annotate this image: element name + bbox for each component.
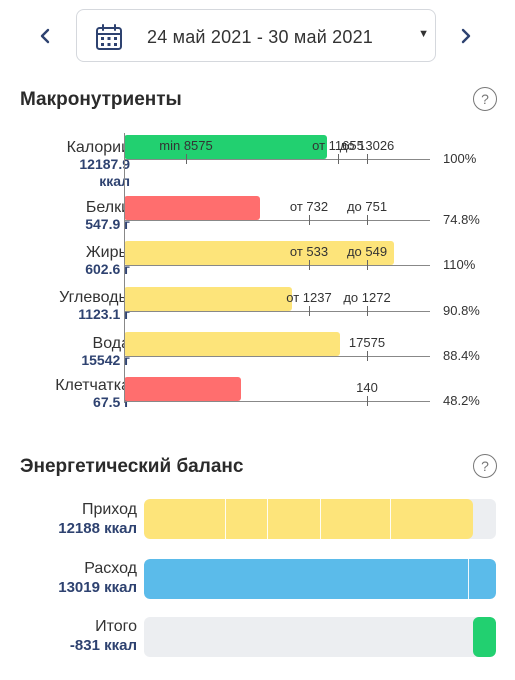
- macro-percent: 74.8%: [443, 212, 480, 227]
- energy-value: -831 ккал: [69, 637, 137, 654]
- macro-value: 547.9 г: [85, 216, 130, 232]
- macro-label: Углеводы 1123.1 г: [59, 289, 130, 323]
- macro-bar: [124, 377, 241, 401]
- energy-bar-segment: [390, 499, 391, 539]
- next-week-button[interactable]: [449, 19, 483, 53]
- macro-target-tick: [367, 215, 368, 225]
- macro-percent: 100%: [443, 151, 477, 166]
- macro-value: 1123.1 г: [78, 306, 130, 322]
- date-range-text: 24 май 2021 - 30 май 2021: [147, 27, 374, 47]
- macro-target-tick: [338, 154, 339, 164]
- energy-value: 12188 ккал: [58, 520, 137, 537]
- macro-axis-line: [124, 133, 125, 403]
- energy-label: Приход 12188 ккал: [58, 500, 137, 538]
- prev-week-button[interactable]: [28, 19, 62, 53]
- macro-value: 67.5 г: [93, 394, 130, 410]
- macro-target-label: от 1237: [286, 290, 332, 305]
- macro-target-tick: [186, 154, 187, 164]
- macro-name: Углеводы: [59, 289, 130, 306]
- macro-percent: 110%: [443, 257, 476, 272]
- macro-target-tick: [309, 306, 310, 316]
- macro-bar: [124, 135, 327, 159]
- macro-baseline: [124, 356, 430, 357]
- energy-help-icon[interactable]: ?: [473, 454, 497, 478]
- macro-target-label: до 751: [346, 199, 388, 214]
- macro-unit: ккал: [99, 173, 130, 189]
- macro-bar: [124, 287, 292, 311]
- macros-help-icon[interactable]: ?: [473, 87, 497, 111]
- energy-bar-fill: [144, 499, 473, 539]
- macro-value: 12187.9: [79, 156, 130, 172]
- energy-label: Итого -831 ккал: [70, 617, 137, 655]
- macro-label: Вода 15542 г: [81, 335, 130, 369]
- macro-value: 15542 г: [81, 352, 130, 368]
- macro-target-tick: [309, 215, 310, 225]
- macro-label: Белки 547.9 г: [85, 199, 130, 233]
- macro-label: Клетчатка 67.5 г: [55, 377, 130, 411]
- macro-target-label: до 1272: [343, 290, 391, 305]
- macro-name: Клетчатка: [55, 377, 130, 394]
- macro-name: Калории: [66, 139, 130, 156]
- dropdown-caret-icon: ▼: [418, 28, 429, 40]
- energy-value: 13019 ккал: [58, 579, 137, 596]
- energy-bar-segment: [225, 499, 226, 539]
- macro-baseline: [124, 159, 430, 160]
- macro-bar: [124, 241, 394, 265]
- macro-target-tick: [367, 154, 368, 164]
- macro-target-label: 140: [356, 380, 378, 395]
- chevron-left-icon: [40, 28, 50, 44]
- macro-name: Белки: [85, 199, 130, 216]
- macro-target-tick: [367, 396, 368, 406]
- energy-bar-fill: [473, 617, 496, 657]
- macro-baseline: [124, 401, 430, 402]
- macro-target-tick: [367, 306, 368, 316]
- calendar-icon: [96, 24, 122, 50]
- macro-target-tick: [309, 260, 310, 270]
- energy-name: Итого: [95, 618, 137, 635]
- macro-bar: [124, 332, 340, 356]
- macro-target-label: от 11655: [312, 138, 364, 153]
- macro-target-label: от 533: [289, 244, 329, 259]
- macro-target-tick: [367, 351, 368, 361]
- energy-label: Расход 13019 ккал: [58, 559, 137, 597]
- macro-target-label: min 8575: [159, 138, 213, 153]
- macro-target-label: 17575: [348, 335, 386, 350]
- energy-bar-segment: [468, 559, 469, 599]
- energy-bar-track: [144, 617, 496, 657]
- energy-bar-track: [144, 559, 496, 599]
- macro-percent: 90.8%: [443, 303, 480, 318]
- macro-name: Вода: [92, 335, 130, 352]
- macro-label: Калории 12187.9 ккал: [67, 139, 130, 190]
- date-range-picker[interactable]: 24 май 2021 - 30 май 2021 ▼: [76, 9, 436, 62]
- energy-title: Энергетический баланс: [20, 456, 244, 477]
- energy-bar-segment: [267, 499, 268, 539]
- energy-name: Приход: [81, 501, 137, 518]
- chevron-right-icon: [461, 28, 471, 44]
- macro-label: Жиры 602.6 г: [85, 244, 130, 278]
- energy-bar-track: [144, 499, 496, 539]
- energy-bar-segment: [320, 499, 321, 539]
- macro-percent: 88.4%: [443, 348, 480, 363]
- macro-target-label: от 732: [289, 199, 329, 214]
- macro-baseline: [124, 311, 430, 312]
- macro-baseline: [124, 265, 430, 266]
- macro-target-tick: [367, 260, 368, 270]
- macro-name: Жиры: [85, 244, 130, 261]
- macro-target-label: до 13026: [339, 138, 395, 153]
- energy-name: Расход: [84, 560, 137, 577]
- energy-bar-fill: [144, 559, 496, 599]
- macro-value: 602.6 г: [85, 261, 130, 277]
- macros-title: Макронутриенты: [20, 89, 182, 110]
- macro-baseline: [124, 220, 430, 221]
- macro-target-label: до 549: [346, 244, 388, 259]
- macro-bar: [124, 196, 260, 220]
- macro-percent: 48.2%: [443, 393, 480, 408]
